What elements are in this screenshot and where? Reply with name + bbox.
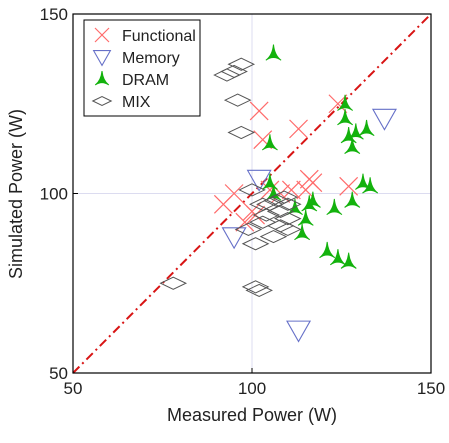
dram-point (304, 191, 321, 208)
legend-mix-label: MIX (122, 94, 151, 111)
functional-point (303, 173, 323, 193)
dram-point (326, 198, 343, 216)
y-tick-label: 150 (40, 5, 68, 24)
dram-point (297, 209, 314, 226)
mix-point (238, 183, 266, 197)
legend-functional-label: Functional (122, 28, 196, 45)
y-axis-label: Simulated Power (W) (6, 109, 26, 279)
functional-point (224, 184, 244, 203)
mix-point (273, 197, 302, 211)
dram-point (329, 249, 346, 266)
dram-point (355, 173, 371, 190)
dram-point (347, 123, 364, 140)
dram-point (337, 94, 354, 111)
dram-point (358, 119, 375, 137)
axis-ticks: 50 100 150 50 100 150 (40, 5, 446, 398)
dram-point (294, 223, 311, 241)
diagonal-line (72, 13, 432, 374)
legend-dram-label: DRAM (122, 72, 169, 89)
legend-functional-swatch (94, 27, 110, 43)
memory-point (246, 169, 272, 192)
functional-point (289, 119, 308, 139)
dram-point (337, 109, 354, 126)
functional-point (328, 94, 348, 114)
dram-point (344, 191, 361, 208)
mix-point (270, 190, 299, 204)
mix-point (266, 204, 295, 219)
mix-point (259, 229, 288, 244)
mix-point (159, 276, 188, 290)
legend-memory-label: Memory (122, 50, 180, 67)
y-tick-label: 100 (40, 185, 68, 204)
legend: Functional Memory DRAM MIX (83, 19, 201, 117)
mix-point (241, 280, 270, 294)
x-axis-label: Measured Power (W) (167, 405, 337, 425)
legend-mix-swatch (91, 96, 113, 106)
memory-point (221, 227, 247, 250)
dram-point (340, 252, 357, 269)
functional-point (249, 101, 269, 121)
mix-point (252, 208, 281, 222)
legend-dram-swatch (94, 70, 110, 86)
dram-point (362, 177, 379, 194)
memory-point (371, 108, 397, 131)
memory-point (286, 320, 312, 343)
mix-point (273, 212, 302, 226)
mix-point (227, 57, 256, 71)
data-points (159, 44, 397, 343)
dram-point (261, 134, 278, 151)
dram-point (319, 241, 336, 259)
mix-point (220, 64, 248, 79)
functional-point (339, 176, 359, 196)
mix-point (234, 222, 263, 237)
mix-point (223, 93, 252, 107)
functional-point (246, 205, 266, 225)
x-tick-label: 150 (417, 379, 445, 398)
mix-point (241, 237, 270, 251)
functional-point (281, 180, 301, 200)
dram-point (344, 137, 361, 154)
x-tick-label: 50 (64, 379, 83, 398)
x-tick-label: 100 (238, 379, 266, 398)
y-tick-label: 50 (49, 364, 68, 383)
legend-memory-swatch (92, 50, 112, 67)
reference-line (72, 13, 432, 374)
mix-point (245, 283, 273, 298)
mix-point (273, 222, 302, 237)
dram-point (265, 44, 282, 61)
mix-point (227, 125, 256, 140)
mix-point (213, 68, 241, 82)
